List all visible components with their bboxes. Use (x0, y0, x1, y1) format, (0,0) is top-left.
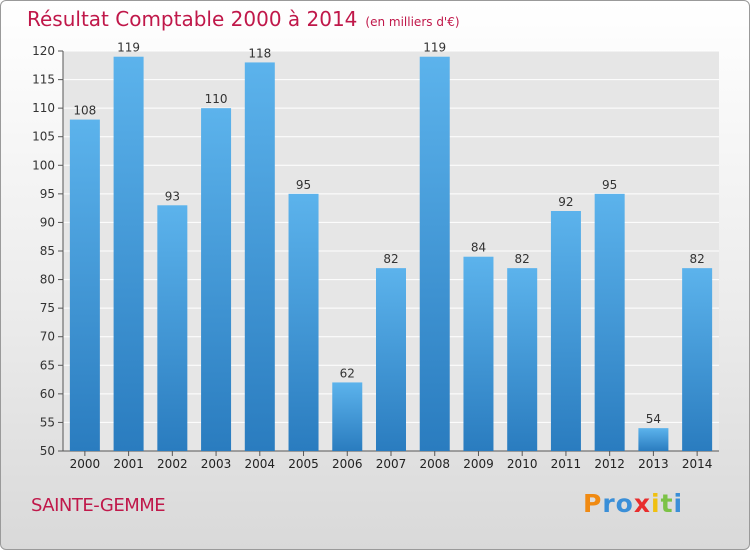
x-tick-label: 2000 (70, 457, 101, 471)
data-label: 82 (689, 252, 704, 266)
commune-name: SAINTE-GEMME (31, 495, 166, 516)
data-label: 95 (602, 178, 617, 192)
y-tick-label: 65 (40, 358, 55, 372)
bar (332, 382, 363, 451)
data-label: 93 (165, 189, 180, 203)
data-label: 108 (73, 104, 96, 118)
data-label: 118 (248, 46, 271, 60)
data-label: 84 (471, 241, 486, 255)
x-tick-label: 2004 (245, 457, 276, 471)
chart-subtitle: (en milliers d'€) (365, 15, 460, 29)
bar (288, 193, 319, 451)
y-tick-label: 70 (40, 330, 55, 344)
x-tick-label: 2008 (419, 457, 450, 471)
data-label: 95 (296, 178, 311, 192)
y-tick-label: 95 (40, 187, 55, 201)
data-label: 110 (205, 92, 228, 106)
y-tick-label: 120 (32, 44, 55, 58)
bar (550, 211, 581, 451)
y-tick-label: 90 (40, 215, 55, 229)
bar (638, 428, 669, 451)
y-tick-label: 105 (32, 130, 55, 144)
logo-letter: t (660, 489, 674, 518)
x-tick-label: 2007 (376, 457, 407, 471)
x-tick-label: 2012 (594, 457, 625, 471)
data-label: 62 (340, 366, 355, 380)
x-tick-label: 2014 (682, 457, 713, 471)
proxiti-logo: Proxiti (583, 489, 683, 518)
bar (682, 268, 713, 451)
x-tick-label: 2006 (332, 457, 363, 471)
bar (594, 193, 625, 451)
logo-letter: P (583, 489, 603, 518)
x-tick-label: 2011 (551, 457, 582, 471)
bar (113, 56, 144, 451)
y-tick-label: 75 (40, 301, 55, 315)
bar (244, 62, 275, 452)
chart-title-text: Résultat Comptable 2000 à 2014 (27, 7, 358, 31)
data-label: 82 (383, 252, 398, 266)
data-label: 119 (117, 41, 140, 55)
bar (201, 108, 232, 452)
logo-letter: x (633, 489, 651, 518)
logo-letter: o (615, 489, 634, 518)
x-tick-label: 2005 (288, 457, 319, 471)
y-tick-label: 115 (32, 73, 55, 87)
logo-letter: i (651, 489, 661, 518)
bar (507, 268, 538, 451)
x-tick-label: 2001 (113, 457, 144, 471)
data-label: 54 (646, 412, 661, 426)
y-tick-label: 80 (40, 273, 55, 287)
bar (157, 205, 188, 451)
y-tick-label: 85 (40, 244, 55, 258)
bar (376, 268, 406, 451)
y-tick-label: 55 (40, 415, 55, 429)
chart-title: Résultat Comptable 2000 à 2014 (en millie… (27, 7, 460, 31)
bar (69, 119, 100, 452)
x-tick-label: 2013 (638, 457, 669, 471)
bar (463, 256, 494, 451)
data-label: 92 (558, 195, 573, 209)
x-tick-label: 2010 (507, 457, 538, 471)
x-tick-label: 2002 (157, 457, 188, 471)
logo-letter: i (673, 489, 684, 518)
data-label: 82 (515, 252, 530, 266)
y-tick-label: 50 (40, 444, 55, 458)
y-tick-label: 110 (32, 101, 55, 115)
bar (419, 56, 450, 451)
x-tick-label: 2003 (201, 457, 232, 471)
logo-letter: r (602, 489, 616, 518)
y-tick-label: 60 (40, 387, 55, 401)
y-tick-label: 100 (32, 158, 55, 172)
data-label: 119 (423, 41, 446, 55)
x-tick-label: 2009 (463, 457, 494, 471)
